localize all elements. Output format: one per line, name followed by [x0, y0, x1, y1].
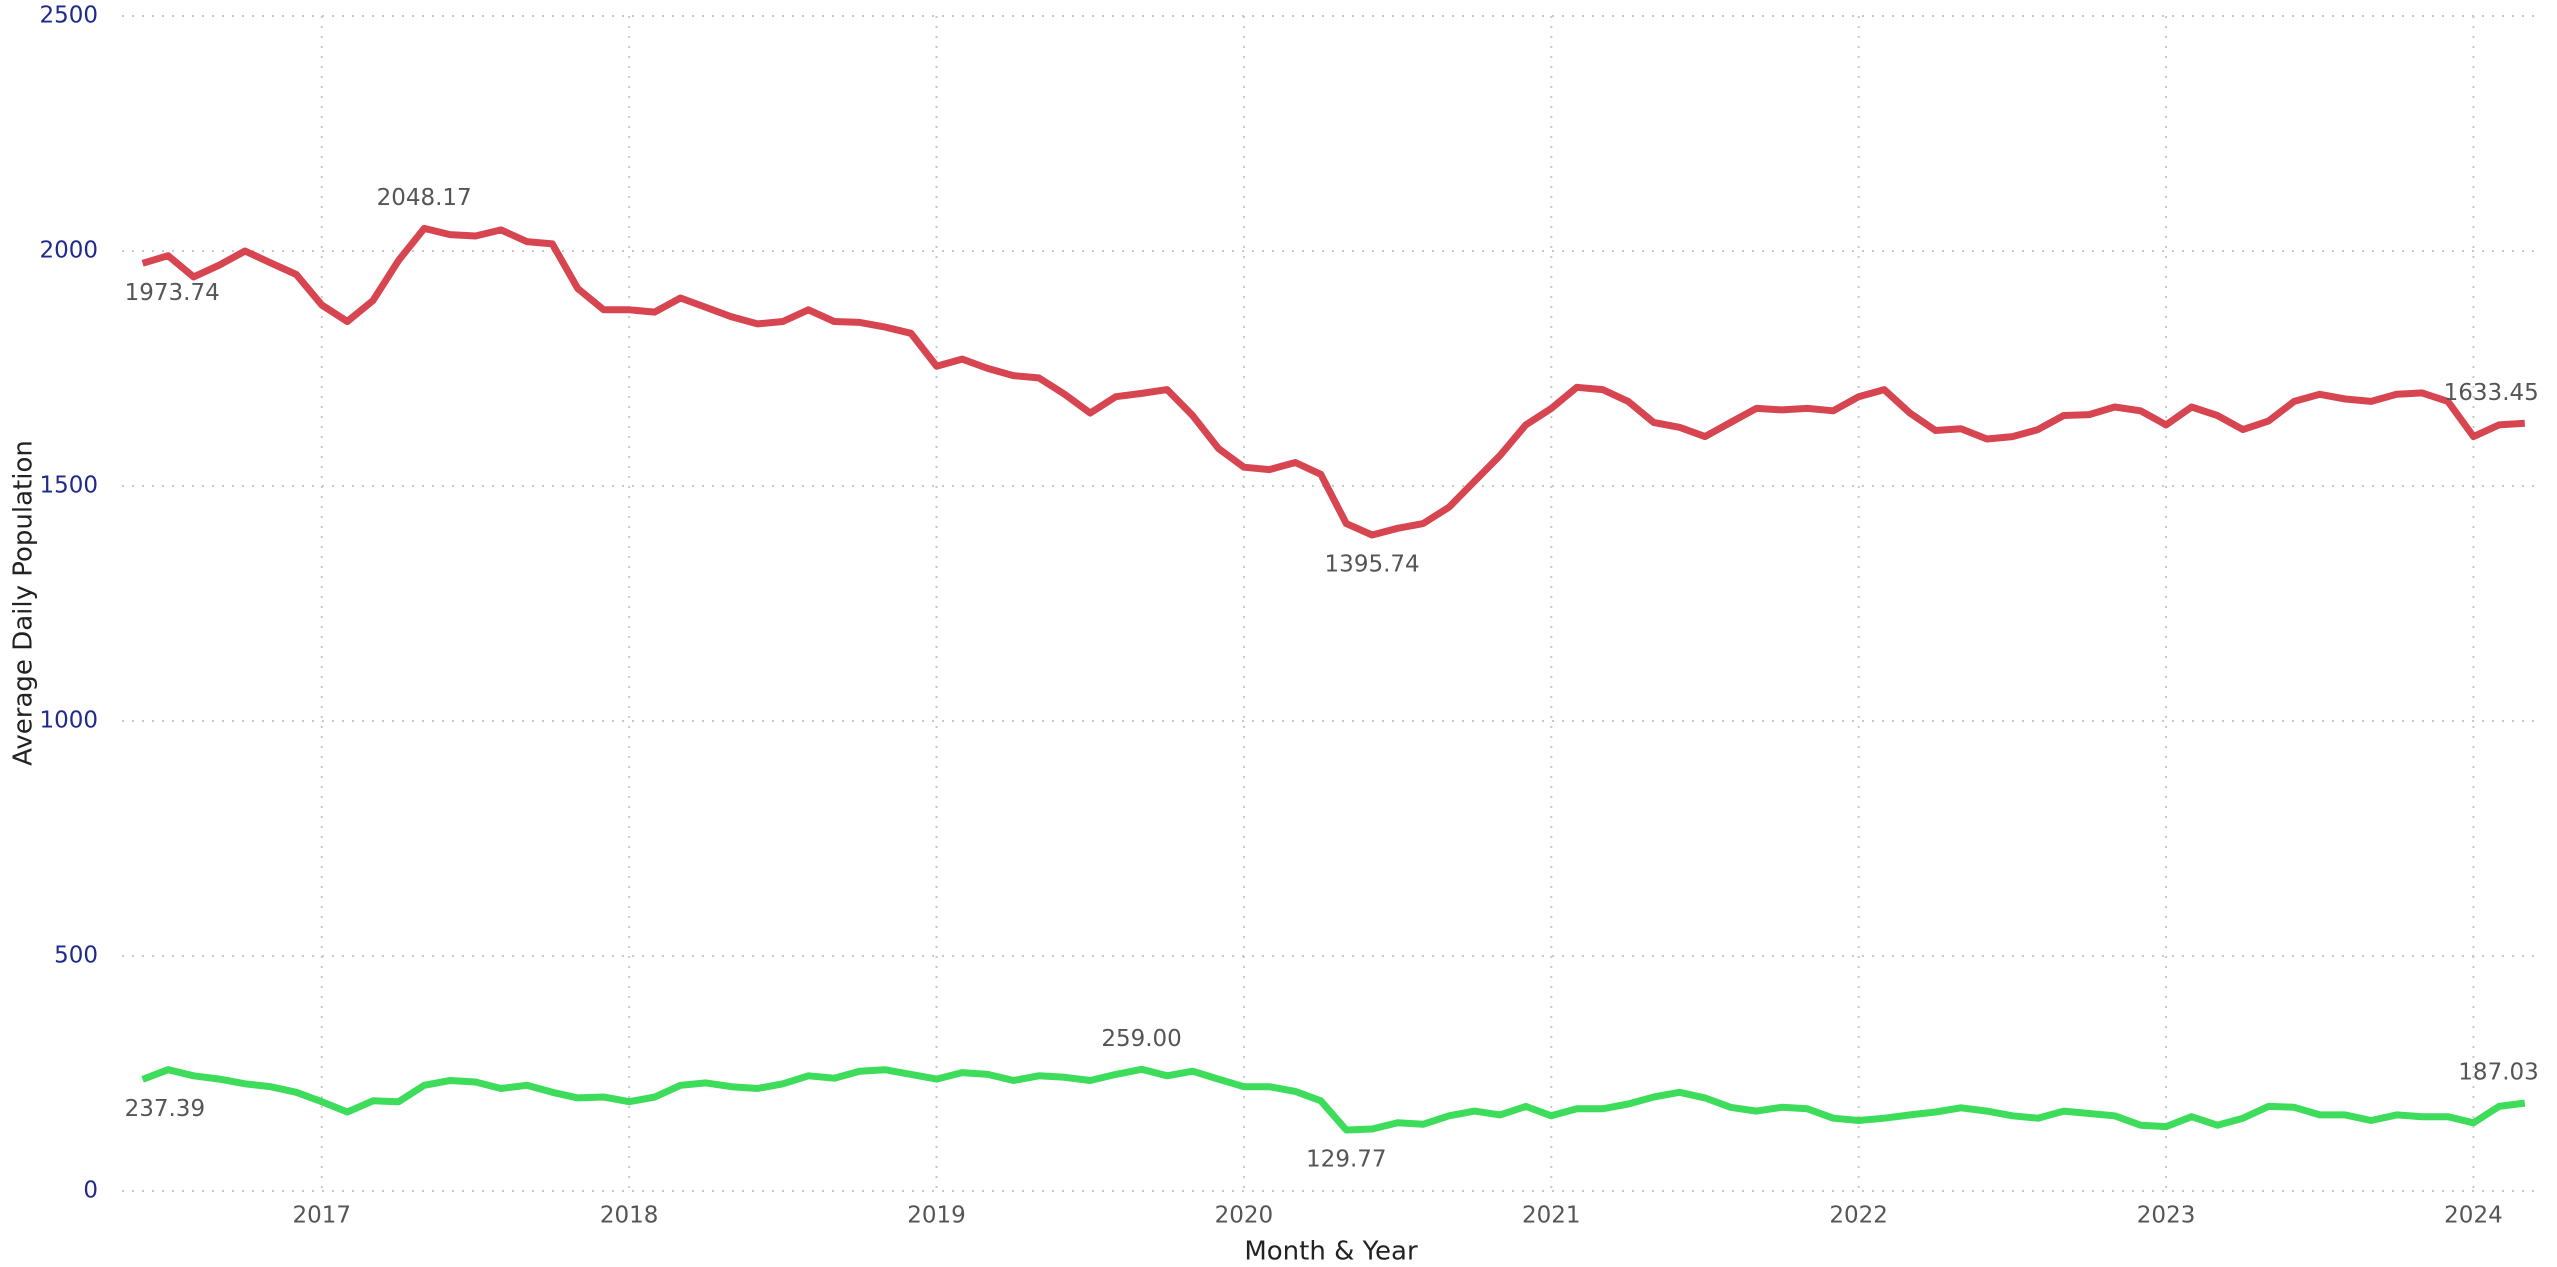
- series-line: [141, 1065, 2526, 1134]
- y-tick-label: 1000: [39, 708, 98, 734]
- series-line: [141, 224, 2526, 539]
- data-label: 1973.74: [125, 280, 220, 306]
- data-label: 1395.74: [1325, 552, 1420, 578]
- x-tick-label: 2017: [293, 1203, 352, 1229]
- data-label: 2048.17: [377, 185, 472, 211]
- y-tick-label: 1500: [39, 473, 98, 499]
- y-axis-title: Average Daily Population: [9, 440, 39, 766]
- x-tick-label: 2018: [600, 1203, 659, 1229]
- x-tick-label: 2019: [907, 1203, 966, 1229]
- data-label: 1633.45: [2444, 380, 2539, 406]
- y-tick-label: 2500: [39, 3, 98, 29]
- y-tick-label: 0: [83, 1178, 98, 1204]
- x-tick-label: 2023: [2137, 1203, 2196, 1229]
- data-label: 187.03: [2458, 1060, 2538, 1086]
- x-tick-label: 2020: [1215, 1203, 1274, 1229]
- data-label: 259.00: [1101, 1026, 1181, 1052]
- y-tick-label: 500: [54, 943, 98, 969]
- data-label: 129.77: [1306, 1147, 1386, 1173]
- x-tick-label: 2021: [1522, 1203, 1581, 1229]
- data-label: 237.39: [125, 1096, 205, 1122]
- x-tick-label: 2022: [1829, 1203, 1888, 1229]
- x-axis-title: Month & Year: [1244, 1237, 1418, 1267]
- y-tick-label: 2000: [39, 238, 98, 264]
- x-tick-label: 2024: [2444, 1203, 2503, 1229]
